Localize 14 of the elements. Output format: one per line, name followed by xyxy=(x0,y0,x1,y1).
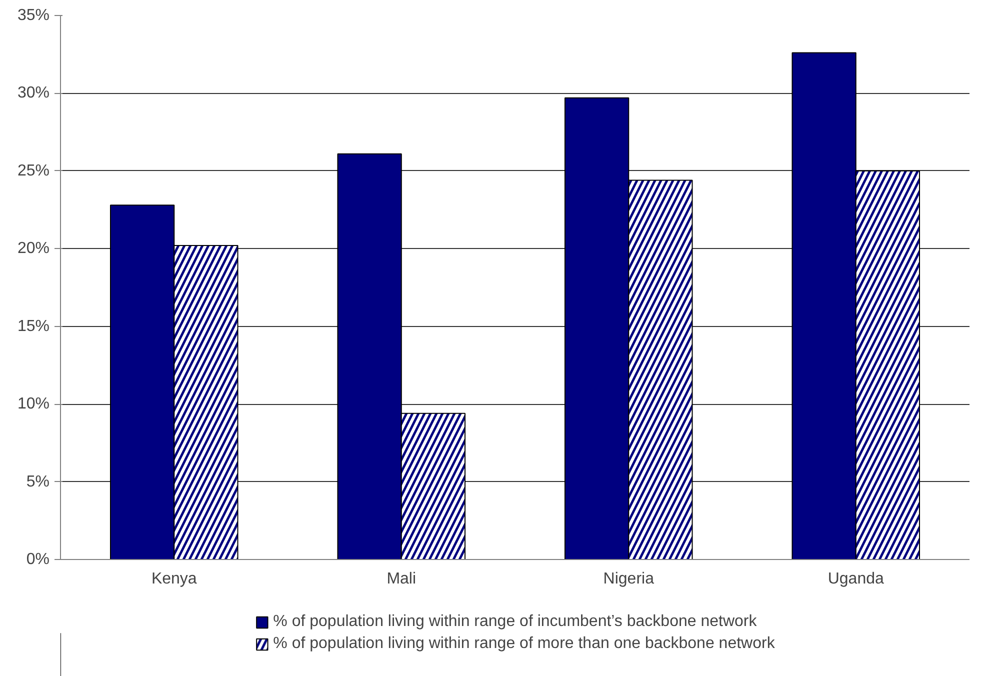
y-tick-label: 20% xyxy=(17,240,50,258)
y-tick-label: 10% xyxy=(17,396,50,413)
y-tick-label: 15% xyxy=(17,318,50,335)
y-tick-label: 30% xyxy=(17,84,50,102)
y-tick-label: 0% xyxy=(26,551,50,568)
x-tick-label: Uganda xyxy=(828,570,884,588)
y-tick-label: 5% xyxy=(26,473,50,490)
x-tick-label: Nigeria xyxy=(603,570,654,588)
y-tick-label: 25% xyxy=(17,162,50,180)
legend-label: % of population living within range of incumbent’s backbone network xyxy=(273,613,757,631)
y-tick-label: 35% xyxy=(17,7,50,24)
legend-label: % of population living within range of more than one backbone network xyxy=(273,635,775,653)
x-tick-label: Kenya xyxy=(151,570,197,588)
x-tick-label: Mali xyxy=(386,570,416,588)
